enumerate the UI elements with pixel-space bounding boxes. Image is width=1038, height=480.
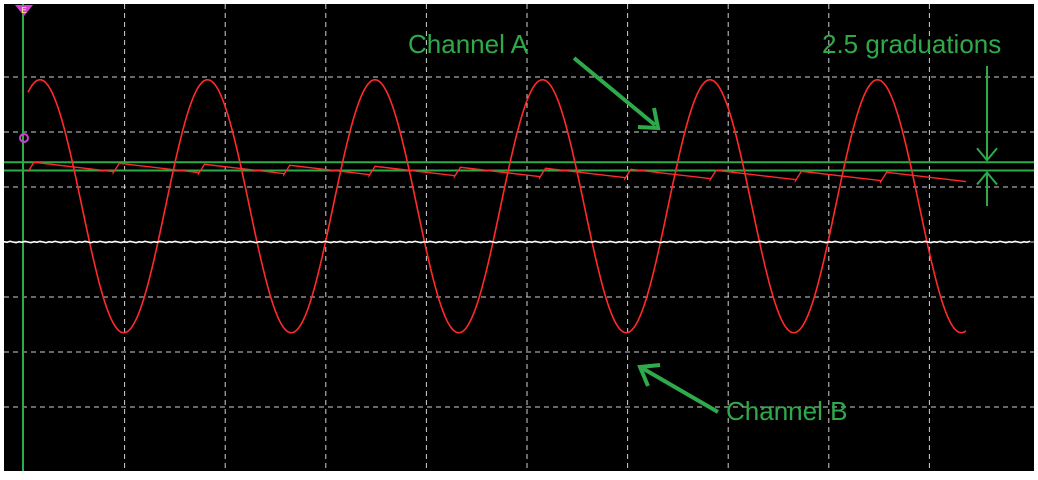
traces [3,79,1031,334]
trigger-label: E [21,6,26,15]
graduation-arrowhead-up [976,170,998,186]
channel-b-label: Channel B [726,396,847,426]
annotations: Channel A Channel B 2.5 graduations [408,29,1001,426]
channel-a-label: Channel A [408,29,529,59]
channel-b-trace [27,79,967,334]
channel-a-arrowhead [637,107,661,131]
graduation-arrowhead-down [976,147,998,162]
screen-background [4,4,1034,471]
trigger-triangle-icon[interactable] [15,5,33,16]
reference-trace [3,240,1031,244]
markers: E [15,5,33,143]
graduations-label: 2.5 graduations [822,29,1001,59]
channel-b-arrowhead [637,363,661,387]
level-circle-icon[interactable] [19,133,29,143]
channel-a-trace [27,161,967,184]
channel-b-arrow [640,366,720,414]
channel-a-arrow [572,56,657,127]
